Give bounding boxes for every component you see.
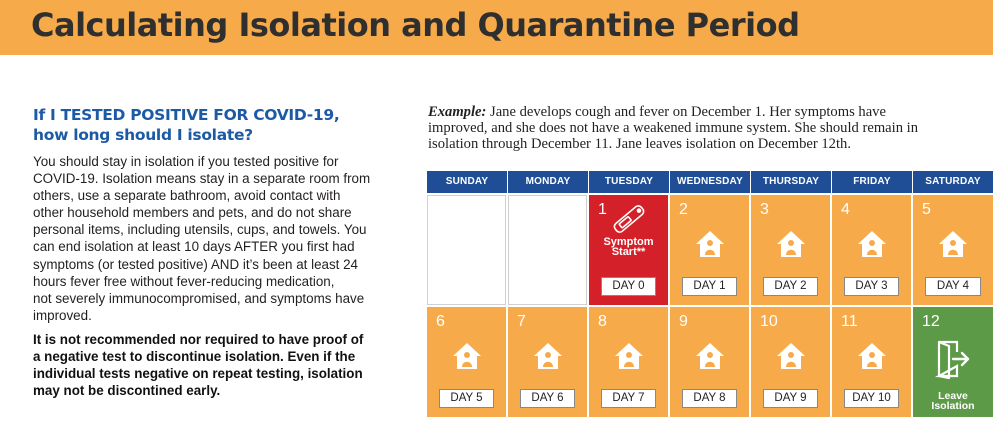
example-label: Example:: [428, 104, 487, 120]
day-count-label: DAY 1: [682, 277, 737, 296]
text-line: symptoms (or tested positive) AND it’s b…: [33, 256, 358, 272]
calendar-week-1: 1 Symptom Start** DAY 0 2 DAY 1 3 DAY 2 4 DAY 3 5 D…: [427, 195, 993, 305]
date-number: 8: [598, 313, 607, 330]
day-count-label: DAY 2: [763, 277, 818, 296]
house-person-icon: [857, 231, 886, 257]
calendar-day-6: 6 DAY 5: [427, 307, 506, 417]
day-count-label: DAY 5: [439, 389, 494, 408]
calendar-day-8: 8 DAY 7: [589, 307, 668, 417]
date-number: 3: [760, 201, 769, 218]
symptom-label-line: Symptom: [603, 236, 654, 248]
text-line: a negative test to discontinue isolation…: [33, 349, 356, 365]
date-number: 5: [922, 201, 931, 218]
calendar-day-10: 10 DAY 9: [751, 307, 830, 417]
house-person-icon: [695, 343, 724, 369]
text-line: It is not recommended nor required to ha…: [33, 331, 364, 347]
text-line: can end isolation at least 10 days AFTER…: [33, 239, 355, 255]
leave-isolation-label: Leave Isolation: [913, 390, 993, 412]
house-person-icon: [452, 343, 481, 369]
example-text: Example: Jane develops cough and fever o…: [428, 104, 993, 152]
title-banner: Calculating Isolation and Quarantine Per…: [0, 0, 993, 55]
calendar-day-2: 2 DAY 1: [670, 195, 749, 305]
text-line: not severely immunocompromised, and symp…: [33, 290, 365, 306]
example-line-text: Jane develops cough and fever on Decembe…: [486, 104, 886, 120]
house-person-icon: [533, 343, 562, 369]
calendar-day-1: 1 Symptom Start** DAY 0: [589, 195, 668, 305]
day-count-label: DAY 10: [844, 389, 899, 408]
isolation-info: If I TESTED POSITIVE FOR COVID-19, how l…: [33, 105, 393, 399]
exit-door-icon: [935, 340, 970, 379]
day-count-label: DAY 8: [682, 389, 737, 408]
date-number: 1: [598, 201, 607, 218]
day-count-label: DAY 4: [925, 277, 981, 296]
calendar-empty-cell: [508, 195, 587, 305]
date-number: 10: [760, 313, 778, 330]
date-number: 9: [679, 313, 688, 330]
date-number: 11: [841, 313, 858, 330]
calendar-week-2: 6 DAY 5 7 DAY 6 8 DAY 7 9 DAY 8 10 DAY 9 11 DAY 10 1…: [427, 307, 993, 417]
day-count-label: DAY 7: [601, 389, 656, 408]
thermometer-icon: [613, 205, 644, 233]
date-number: 12: [922, 313, 940, 330]
calendar-header: SUNDAY MONDAY TUESDAY WEDNESDAY THURSDAY…: [427, 171, 993, 193]
calendar-day-12: 12 Leave Isolation: [913, 307, 993, 417]
example-line: isolation through December 11. Jane leav…: [428, 136, 851, 152]
text-line: may not be discontined early.: [33, 383, 221, 399]
date-number: 6: [436, 313, 445, 330]
text-line: hours fever free without fever-reducing …: [33, 273, 335, 289]
page-title: Calculating Isolation and Quarantine Per…: [31, 6, 800, 44]
day-count-label: DAY 6: [520, 389, 575, 408]
calendar-empty-cell: [427, 195, 506, 305]
example-line: improved, and she does not have a weaken…: [428, 120, 918, 136]
leave-label-line: Leave: [938, 390, 968, 402]
house-person-icon: [614, 343, 643, 369]
house-person-icon: [776, 231, 805, 257]
weekday-friday: FRIDAY: [832, 171, 913, 193]
house-person-icon: [695, 231, 724, 257]
isolation-description: You should stay in isolation if you test…: [33, 153, 393, 324]
text-line: other household members and pets, and do…: [33, 205, 352, 221]
weekday-saturday: SATURDAY: [925, 176, 981, 187]
heading-line: If I TESTED POSITIVE FOR COVID-19,: [33, 106, 340, 124]
house-person-icon: [776, 343, 805, 369]
heading-line: how long should I isolate?: [33, 126, 253, 144]
text-line: personal items, including utensils, cups…: [33, 222, 367, 238]
house-person-icon: [939, 231, 967, 257]
day-count-label: DAY 3: [844, 277, 899, 296]
weekday-sunday: SUNDAY: [427, 171, 508, 193]
text-line: others, use a separate bathroom, avoid c…: [33, 188, 341, 204]
weekday-wednesday: WEDNESDAY: [670, 171, 751, 193]
date-number: 2: [679, 201, 688, 218]
text-line: improved.: [33, 307, 92, 323]
calendar-day-11: 11 DAY 10: [832, 307, 911, 417]
weekday-thursday: THURSDAY: [751, 171, 832, 193]
text-line: You should stay in isolation if you test…: [33, 154, 339, 169]
calendar-day-9: 9 DAY 8: [670, 307, 749, 417]
date-number: 4: [841, 201, 850, 218]
date-number: 7: [517, 313, 526, 330]
calendar-day-7: 7 DAY 6: [508, 307, 587, 417]
symptom-start-label: Symptom Start**: [589, 236, 668, 258]
day-count-label: DAY 0: [601, 277, 656, 296]
weekday-monday: MONDAY: [508, 171, 589, 193]
text-line: individual tests negative on repeat test…: [33, 366, 363, 382]
question-heading: If I TESTED POSITIVE FOR COVID-19, how l…: [33, 105, 393, 145]
weekday-tuesday: TUESDAY: [589, 171, 670, 193]
symptom-label-line: Start**: [611, 246, 646, 258]
day-count-label: DAY 9: [763, 389, 818, 408]
test-notice: It is not recommended nor required to ha…: [33, 331, 393, 399]
calendar-day-5: 5 DAY 4: [913, 195, 993, 305]
calendar-day-3: 3 DAY 2: [751, 195, 830, 305]
calendar-day-4: 4 DAY 3: [832, 195, 911, 305]
text-line: COVID-19. Isolation means stay in a sepa…: [33, 171, 371, 187]
house-person-icon: [857, 343, 886, 369]
isolation-calendar: SUNDAY MONDAY TUESDAY WEDNESDAY THURSDAY…: [427, 171, 993, 417]
example-line: Example: Jane develops cough and fever o…: [428, 104, 993, 120]
leave-label-line: Isolation: [931, 400, 975, 412]
